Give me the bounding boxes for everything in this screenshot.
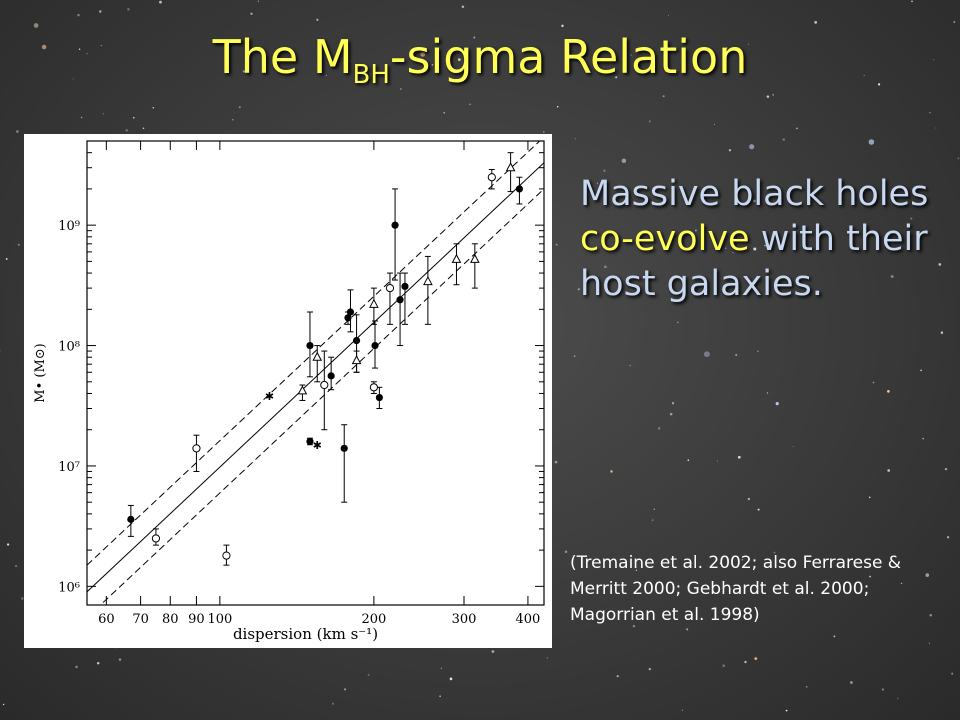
data-point-triangle [423, 276, 433, 286]
data-point-filled [375, 393, 383, 402]
data-point-open [320, 380, 329, 390]
data-point-filled [352, 336, 361, 345]
y-axis-label: M• (M⊙) [33, 343, 48, 402]
x-tick-label: 200 [361, 612, 386, 627]
data-point-filled [306, 437, 314, 445]
x-tick-label: 80 [162, 612, 179, 627]
data-point-star: ✱ [265, 390, 274, 403]
data-point-triangle [351, 355, 362, 365]
x-tick-label: 60 [98, 612, 115, 627]
x-tick-label: 100 [207, 612, 232, 627]
x-axis-label: dispersion (km s⁻¹) [233, 625, 378, 643]
y-tick-label: 10⁷ [58, 460, 80, 475]
data-point-filled [401, 282, 409, 290]
x-tick-label: 90 [188, 612, 205, 627]
data-point-triangle [470, 253, 480, 263]
data-point-triangle [369, 298, 379, 308]
title-main: The M [212, 30, 353, 84]
data-point-open [369, 383, 378, 392]
data-point-open [192, 444, 201, 453]
bullet-text: Massive black holes co-evolve with their … [580, 172, 950, 307]
fit-line [87, 162, 544, 593]
x-tick-label: 400 [516, 612, 541, 627]
y-tick-label: 10⁶ [58, 580, 80, 595]
data-point-triangle [312, 351, 323, 361]
data-point-open [222, 551, 231, 560]
data-point-filled [306, 341, 314, 350]
fit-upper-bound [87, 141, 541, 566]
data-point-open [151, 534, 161, 543]
citation-text: (Tremaine et al. 2002; also Ferrarese & … [570, 553, 902, 625]
data-point-triangle [451, 253, 462, 263]
bullet-suffix: with their host galaxies. [580, 219, 928, 304]
data-point-filled [344, 314, 352, 322]
chart-panel: 60 70 80 90 100 200 300 400 10⁶ 10⁷ 10⁸ 10⁹ dispersi… [24, 134, 552, 648]
data-point-filled [391, 221, 399, 229]
data-point-triangle [297, 385, 308, 395]
data-point-filled [327, 372, 335, 380]
data-point-star: ✱ [313, 439, 322, 452]
data-point-filled [340, 444, 348, 452]
data-point-filled [371, 341, 379, 350]
y-tick-label: 10⁹ [58, 219, 80, 234]
plot-frame [86, 140, 545, 606]
plot-area: ✱✱ [87, 141, 544, 605]
data-point-open [487, 173, 496, 182]
y-tick-label: 10⁸ [58, 340, 80, 355]
x-tick-label: 300 [452, 612, 477, 627]
data-point-filled [396, 296, 404, 304]
data-point-open [385, 284, 395, 293]
data-point-triangle [505, 162, 516, 172]
data-point-filled [127, 515, 135, 523]
bullet-highlight: co-evolve [580, 219, 750, 259]
bullet-prefix: Massive black holes [580, 174, 929, 214]
data-point-filled [515, 185, 524, 193]
x-tick-label: 70 [132, 612, 149, 627]
slide-title: The MBH-sigma Relation [0, 30, 960, 90]
msigma-scatter-chart: 60 70 80 90 100 200 300 400 10⁶ 10⁷ 10⁸ 10⁹ dispersi… [33, 140, 545, 643]
title-rest: -sigma Relation [389, 30, 748, 84]
data-point-filled [346, 308, 355, 316]
fit-lower-bound [99, 188, 544, 605]
title-subscript: BH [352, 60, 390, 90]
